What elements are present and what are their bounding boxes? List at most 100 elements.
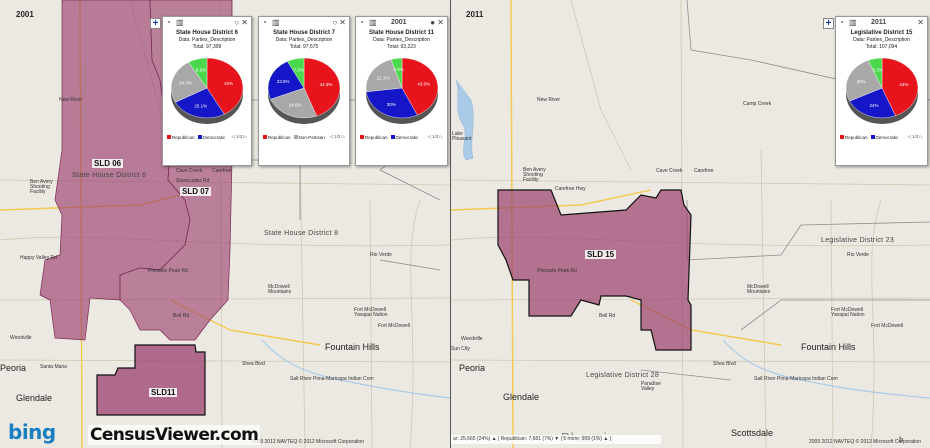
legend-swatch <box>360 135 364 140</box>
legend-pager[interactable]: ◁ 1/3 ▷ <box>907 134 923 139</box>
popup-legend: Republican Democratic ◁ 1/3 ▷ <box>836 132 927 142</box>
district-label-6: State House District 6 <box>72 172 147 179</box>
popup-controls[interactable]: ○ ✕ <box>234 18 248 27</box>
popup-legend: Republican Democratic ◁ 1/3 ▷ <box>163 132 251 142</box>
place-ben-avery: Ben Avery Shooting Facility <box>30 179 53 195</box>
pie-slice[interactable] <box>170 62 208 103</box>
popup-year: 2011 <box>871 19 887 26</box>
pie-slice[interactable] <box>267 61 305 100</box>
legend-swatch <box>870 135 875 140</box>
legend-item: Non-Partisan <box>293 135 325 140</box>
pie-slice-label: 23.5% <box>277 79 290 84</box>
add-layer-button-right[interactable]: + <box>823 18 834 29</box>
popup-total: Total: 93,223 <box>387 44 416 50</box>
pie-slice[interactable] <box>175 87 225 119</box>
pie-slice-label: 43.0% <box>417 81 430 86</box>
pie-chart[interactable]: 44.3% 24.6% 23.5% 7.6% <box>264 52 344 132</box>
pie-slice[interactable] <box>867 57 882 89</box>
sld-label-15: SLD 15 <box>585 250 617 259</box>
popup-toolbar: ◔ ▥ ○ ✕ <box>166 19 248 28</box>
popup-total: Total: 97,575 <box>289 44 319 50</box>
popup-subtitle: Data: Parties_Description <box>373 37 430 43</box>
pie-slice-label: 24% <box>869 103 878 108</box>
map-2011-graphics <box>451 0 930 448</box>
road-carefree-hwy: Carefree Hwy <box>555 186 586 192</box>
pie-slice[interactable] <box>881 57 918 117</box>
pie-slice-label: 4.9% <box>393 67 403 72</box>
pie-slice-label: 25.1% <box>194 103 207 108</box>
pie-chart[interactable]: 42% 25.1% 24.3% 8.6% <box>167 52 247 132</box>
popup-legislative-15[interactable]: ◔ ▥ 2011 ✕ Legislative District 15 Data: Part… <box>835 16 928 166</box>
pie-slice[interactable] <box>206 57 244 115</box>
map-2011[interactable]: 2011 + SLD 15 Legislative District 23 Le… <box>451 0 930 448</box>
bar-chart-icon[interactable]: ▥ <box>272 18 280 27</box>
road-pinnacle-peak: Pinnacle Peak Rd <box>537 268 577 274</box>
place-cave-creek: Cave Creek <box>656 168 683 174</box>
legend-swatch <box>263 135 267 140</box>
pie-chart-icon[interactable]: ◔ <box>166 18 171 27</box>
district-label-23: Legislative District 23 <box>821 237 895 244</box>
pie-chart[interactable]: 43.0% 30% 22.1% 4.9% <box>362 52 442 132</box>
popup-subtitle: Data: Parties_Description <box>275 37 333 43</box>
pie-slice[interactable] <box>845 60 882 102</box>
pie-chart[interactable]: 44% 24% 26% 6.3% <box>842 52 922 132</box>
popup-toolbar: ◔ ▥ 2011 ✕ <box>839 19 924 28</box>
pie-slice-label: 30% <box>386 102 395 107</box>
pie-slice[interactable] <box>365 87 418 119</box>
popup-subtitle: Data: Parties_Description <box>853 37 910 43</box>
censusviewer-logo: CensusViewer.com <box>88 425 261 445</box>
bar-chart-icon[interactable]: ▥ <box>176 18 184 27</box>
popup-controls[interactable]: ✕ <box>917 18 924 27</box>
legend-pager[interactable]: ◁ 1/3 ▷ <box>329 134 345 139</box>
legend-item: Republican <box>840 135 868 140</box>
place-carefree: Carefree <box>694 168 714 174</box>
pie-slice[interactable] <box>848 87 896 119</box>
bar-chart-icon[interactable]: ▥ <box>369 18 377 27</box>
pie-slice-label: 22.1% <box>376 75 389 80</box>
pie-slice-label: 24.6% <box>289 103 302 108</box>
pie-slice[interactable] <box>390 57 402 89</box>
road-bell-rd: Bell Rd <box>173 313 190 319</box>
popup-district-6[interactable]: ◔ ▥ ○ ✕ State House District 6 Data: Parties… <box>162 16 252 166</box>
map-divider[interactable] <box>450 0 451 448</box>
legend-item: Democratic <box>390 134 419 140</box>
legend-label: Democratic <box>395 134 419 140</box>
place-camp-creek: Camp Creek <box>743 101 772 107</box>
status-bar: ar: 25,665 (24%) ▲ | Republican: 7,681 (… <box>451 435 661 444</box>
river <box>722 339 930 399</box>
pie-slice-label: 24.3% <box>179 81 192 86</box>
copyright-right: 2009 2012 NAVTEQ © 2012 Microsoft Corpor… <box>809 439 921 445</box>
pie-chart-icon[interactable]: ◔ <box>839 18 844 27</box>
pie-slice-label: 42% <box>224 81 233 86</box>
sld-label-06: SLD 06 <box>92 159 124 168</box>
legend-pager[interactable]: ◁ 1/3 ▷ <box>427 134 443 139</box>
pie-slice[interactable] <box>188 57 208 89</box>
pie-chart-icon[interactable]: ◔ <box>262 18 267 27</box>
legend-item: Democratic <box>870 134 899 140</box>
place-glendale: Glendale <box>16 393 53 403</box>
pie-chart-icon[interactable]: ◔ <box>359 18 364 27</box>
popup-district-7[interactable]: ◔ ▥ ○ ✕ State House District 7 Data: Parties… <box>258 16 350 166</box>
popup-subtitle: Data: Parties_Description <box>178 37 236 43</box>
pie-slice[interactable] <box>401 57 438 116</box>
popup-controls[interactable]: ○ ✕ <box>332 18 346 27</box>
pie-slice[interactable] <box>365 59 402 92</box>
legend-swatch <box>293 135 298 140</box>
place-ben-avery: Ben Avery Shooting Facility <box>523 167 546 183</box>
popup-controls[interactable]: ● ✕ <box>430 18 444 27</box>
legend-label: Democratic <box>875 134 899 140</box>
pie-slice[interactable] <box>303 57 341 117</box>
legend-swatch <box>197 135 202 140</box>
pie-slice[interactable] <box>287 57 305 89</box>
place-salt-river: Salt River Pima-Maricopa Indian Com <box>754 376 838 382</box>
place-glendale: Glendale <box>503 392 540 402</box>
popup-district-11[interactable]: ◔ ▥ 2001 ● ✕ State House District 11 Data: Pa… <box>355 16 448 166</box>
add-layer-button[interactable]: + <box>150 18 161 29</box>
copyright-left: 2009 2012 NAVTEQ © 2012 Microsoft Corpor… <box>252 439 364 445</box>
place-paradise-valley: Paradise Valley <box>641 381 661 392</box>
place-fort-mcdowell-yavapai: Fort McDowell Yavapai Nation <box>354 307 388 318</box>
bar-chart-icon[interactable]: ▥ <box>849 18 857 27</box>
year-label-2011: 2011 <box>466 10 484 19</box>
legend-item: Democratic <box>197 135 225 140</box>
legend-pager[interactable]: ◁ 1/3 ▷ <box>231 134 247 139</box>
